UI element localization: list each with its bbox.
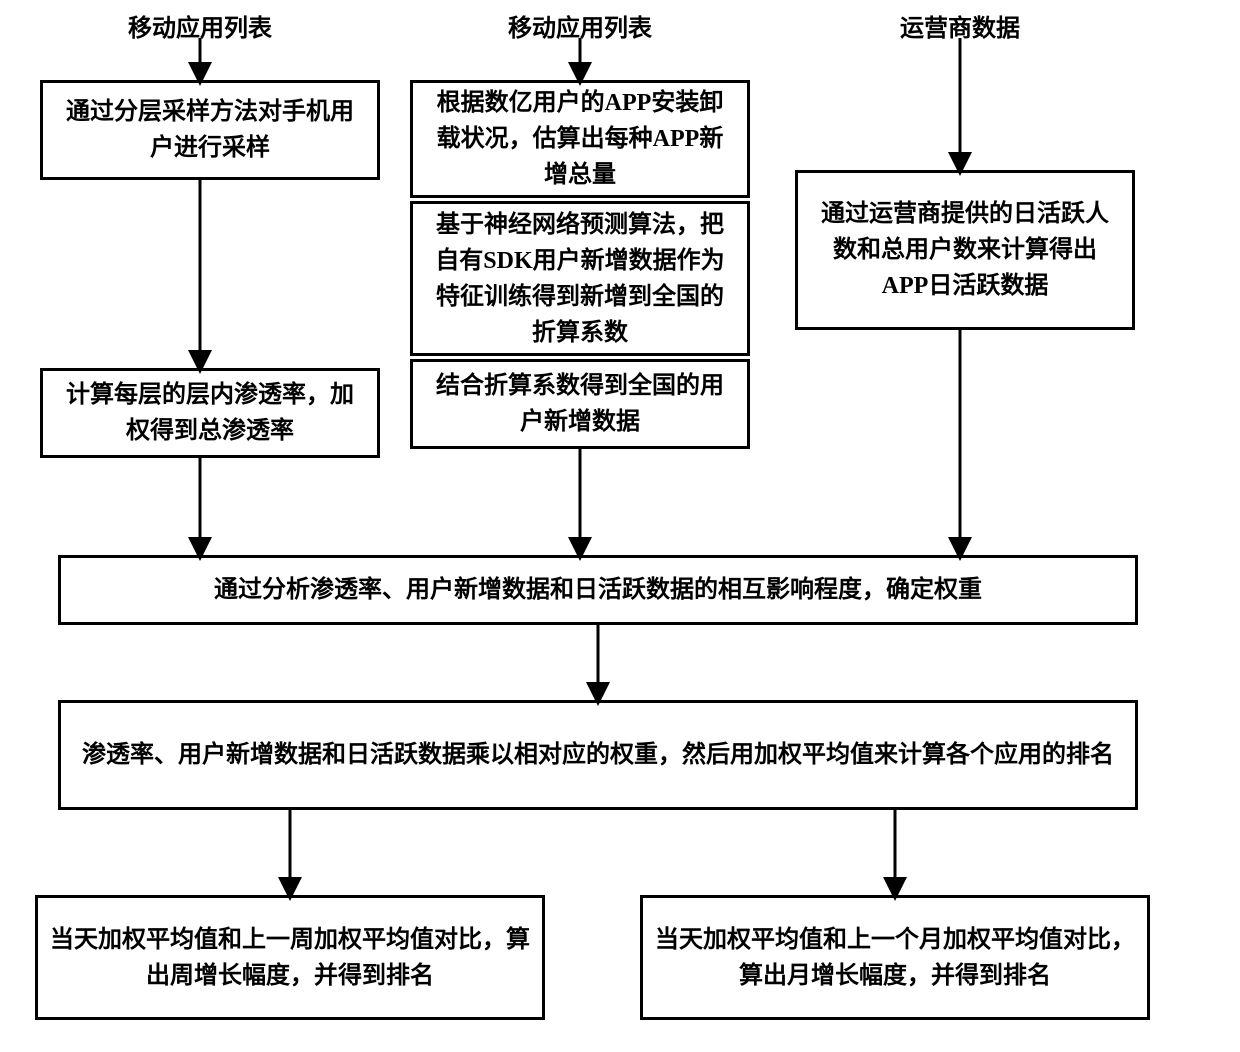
label-top-left: 移动应用列表 [110,8,290,43]
node-center-neural: 基于神经网络预测算法，把自有SDK用户新增数据作为特征训练得到新增到全国的折算系… [410,201,750,356]
label-top-center: 移动应用列表 [490,8,670,43]
node-right-dau: 通过运营商提供的日活跃人数和总用户数来计算得出APP日活跃数据 [795,170,1135,330]
node-center-install: 根据数亿用户的APP安装卸载状况，估算出每种APP新增总量 [410,80,750,198]
node-left-sampling: 通过分层采样方法对手机用户进行采样 [40,80,380,180]
node-left-penetration: 计算每层的层内渗透率，加权得到总渗透率 [40,368,380,458]
label-top-right: 运营商数据 [870,8,1050,43]
node-weight-analysis: 通过分析渗透率、用户新增数据和日活跃数据的相互影响程度，确定权重 [58,555,1138,625]
node-weekly-growth: 当天加权平均值和上一周加权平均值对比，算出周增长幅度，并得到排名 [35,895,545,1020]
node-monthly-growth: 当天加权平均值和上一个月加权平均值对比，算出月增长幅度，并得到排名 [640,895,1150,1020]
node-weighted-rank: 渗透率、用户新增数据和日活跃数据乘以相对应的权重，然后用加权平均值来计算各个应用… [58,700,1138,810]
node-center-combine: 结合折算系数得到全国的用户新增数据 [410,359,750,449]
